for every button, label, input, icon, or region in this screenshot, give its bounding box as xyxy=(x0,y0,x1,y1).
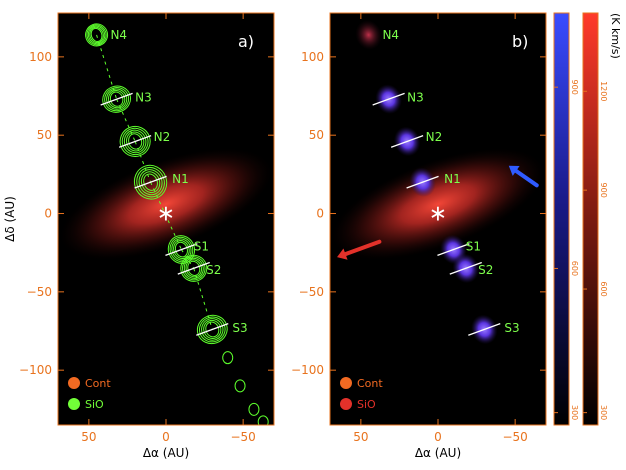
knot-marker-s3 xyxy=(196,323,229,336)
x-tick-label: 50 xyxy=(353,430,368,444)
panel-a-label: a) xyxy=(238,32,254,51)
knot-marker-n2 xyxy=(390,135,424,148)
knot-marker-n3 xyxy=(100,92,133,106)
knot-marker-s2 xyxy=(449,261,482,275)
star-marker: ∗ xyxy=(429,202,447,227)
continuum-disk xyxy=(332,148,544,260)
y-tick-label: 50 xyxy=(309,128,324,142)
y-tick-label: −50 xyxy=(27,285,52,299)
knot-marker-s2 xyxy=(177,261,210,275)
x-tick-label: 50 xyxy=(81,430,96,444)
sio-contour xyxy=(96,34,118,100)
knot-label-n2: N2 xyxy=(154,130,171,144)
star-marker: ∗ xyxy=(157,202,175,227)
knot-label-s2: S2 xyxy=(478,263,493,277)
colorbar-tick-label: 1200 xyxy=(599,81,608,101)
knot-label-n3: N3 xyxy=(135,91,152,105)
y-tick-label: −100 xyxy=(291,363,324,377)
x-tick-label: −50 xyxy=(502,430,527,444)
legend-a: Cont SiO xyxy=(68,377,111,411)
sio-emission-blob xyxy=(355,20,382,50)
colorbar-tick-label: 900 xyxy=(599,183,608,198)
y-tick-label: 100 xyxy=(301,50,324,64)
colorbar-blue xyxy=(553,12,570,426)
rotation-arrow-head xyxy=(508,165,520,176)
y-tick-label: 100 xyxy=(29,50,52,64)
y-tick-label: −50 xyxy=(299,285,324,299)
sio-contour xyxy=(257,415,269,425)
x-tick-label: −50 xyxy=(230,430,255,444)
legend-a-sio-label: SiO xyxy=(85,398,104,411)
panel-b: N4 N3 N2 N1 S1 S2 S3 ∗ xyxy=(332,20,544,345)
knot-marker-s1 xyxy=(165,243,198,256)
y-tick-label: 0 xyxy=(44,207,52,221)
knot-marker-s1 xyxy=(437,243,470,256)
panel-a: N4 N3 N2 N1 S1 S2 S3 ∗ xyxy=(60,23,272,425)
sio-contour xyxy=(234,379,246,393)
legend-b-cont-label: Cont xyxy=(357,377,383,390)
sio-contour xyxy=(90,27,103,42)
colorbar-red xyxy=(582,12,599,426)
legend-b-cont-swatch xyxy=(340,377,352,389)
rotation-arrow xyxy=(338,239,382,258)
panel-a-xlabel: Δα (AU) xyxy=(143,446,189,460)
knot-label-s1: S1 xyxy=(466,239,481,253)
y-tick-label: −100 xyxy=(19,363,52,377)
sio-contour xyxy=(116,98,136,142)
knot-label-n4: N4 xyxy=(382,28,399,42)
y-tick-label: 50 xyxy=(37,128,52,142)
x-tick-label: 0 xyxy=(434,430,442,444)
panel-b-label: b) xyxy=(512,32,528,51)
knot-label-s3: S3 xyxy=(504,321,519,335)
panel-a-axes: 50 0 −50 100 50 0 −50 −100 xyxy=(19,13,274,444)
knot-label-n1: N1 xyxy=(444,172,461,186)
colorbar-tick-label: 300 xyxy=(570,405,579,420)
legend-b-sio-swatch xyxy=(340,398,352,410)
knot-marker-s3 xyxy=(468,323,501,336)
legend-b-sio-label: SiO xyxy=(357,398,376,411)
legend-a-cont-label: Cont xyxy=(85,377,111,390)
sio-contour xyxy=(150,181,182,250)
x-tick-label: 0 xyxy=(162,430,170,444)
panel-a-ylabel: Δδ (AU) xyxy=(3,196,17,242)
knot-label-s1: S1 xyxy=(194,239,209,253)
sio-contour xyxy=(248,402,260,416)
knot-marker-n2 xyxy=(118,135,152,148)
panel-b-axes: 50 0 −50 100 50 0 −50 −100 xyxy=(291,13,546,444)
sio-contour xyxy=(222,351,234,365)
colorbar-tick-label: 300 xyxy=(599,405,608,420)
rotation-arrow-head xyxy=(337,248,348,260)
knot-marker-n1 xyxy=(406,175,439,189)
colorbar-red-unit: (K km/s) xyxy=(609,13,622,59)
colorbar-tick-label: 900 xyxy=(570,80,579,95)
rotation-arrow xyxy=(510,166,539,188)
legend-b: Cont SiO xyxy=(340,377,383,411)
knot-label-s3: S3 xyxy=(232,321,247,335)
legend-a-sio-swatch xyxy=(68,398,80,410)
sio-contour xyxy=(134,141,152,183)
knot-label-n4: N4 xyxy=(110,28,127,42)
continuum-disk xyxy=(60,148,272,260)
knot-label-n3: N3 xyxy=(407,91,424,105)
colorbars: (K km/s) 900 600 300 1200 900 600 300 xyxy=(553,12,622,426)
knot-marker-n3 xyxy=(372,92,405,106)
knot-label-s2: S2 xyxy=(206,263,221,277)
y-tick-label: 0 xyxy=(316,207,324,221)
colorbar-tick-label: 600 xyxy=(599,281,608,296)
panel-b-xlabel: Δα (AU) xyxy=(415,446,461,460)
legend-a-cont-swatch xyxy=(68,377,80,389)
knot-label-n1: N1 xyxy=(172,172,189,186)
sio-contour xyxy=(85,23,109,47)
knot-label-n2: N2 xyxy=(426,130,443,144)
colorbar-tick-label: 600 xyxy=(570,261,579,276)
knot-marker-n1 xyxy=(134,175,167,189)
